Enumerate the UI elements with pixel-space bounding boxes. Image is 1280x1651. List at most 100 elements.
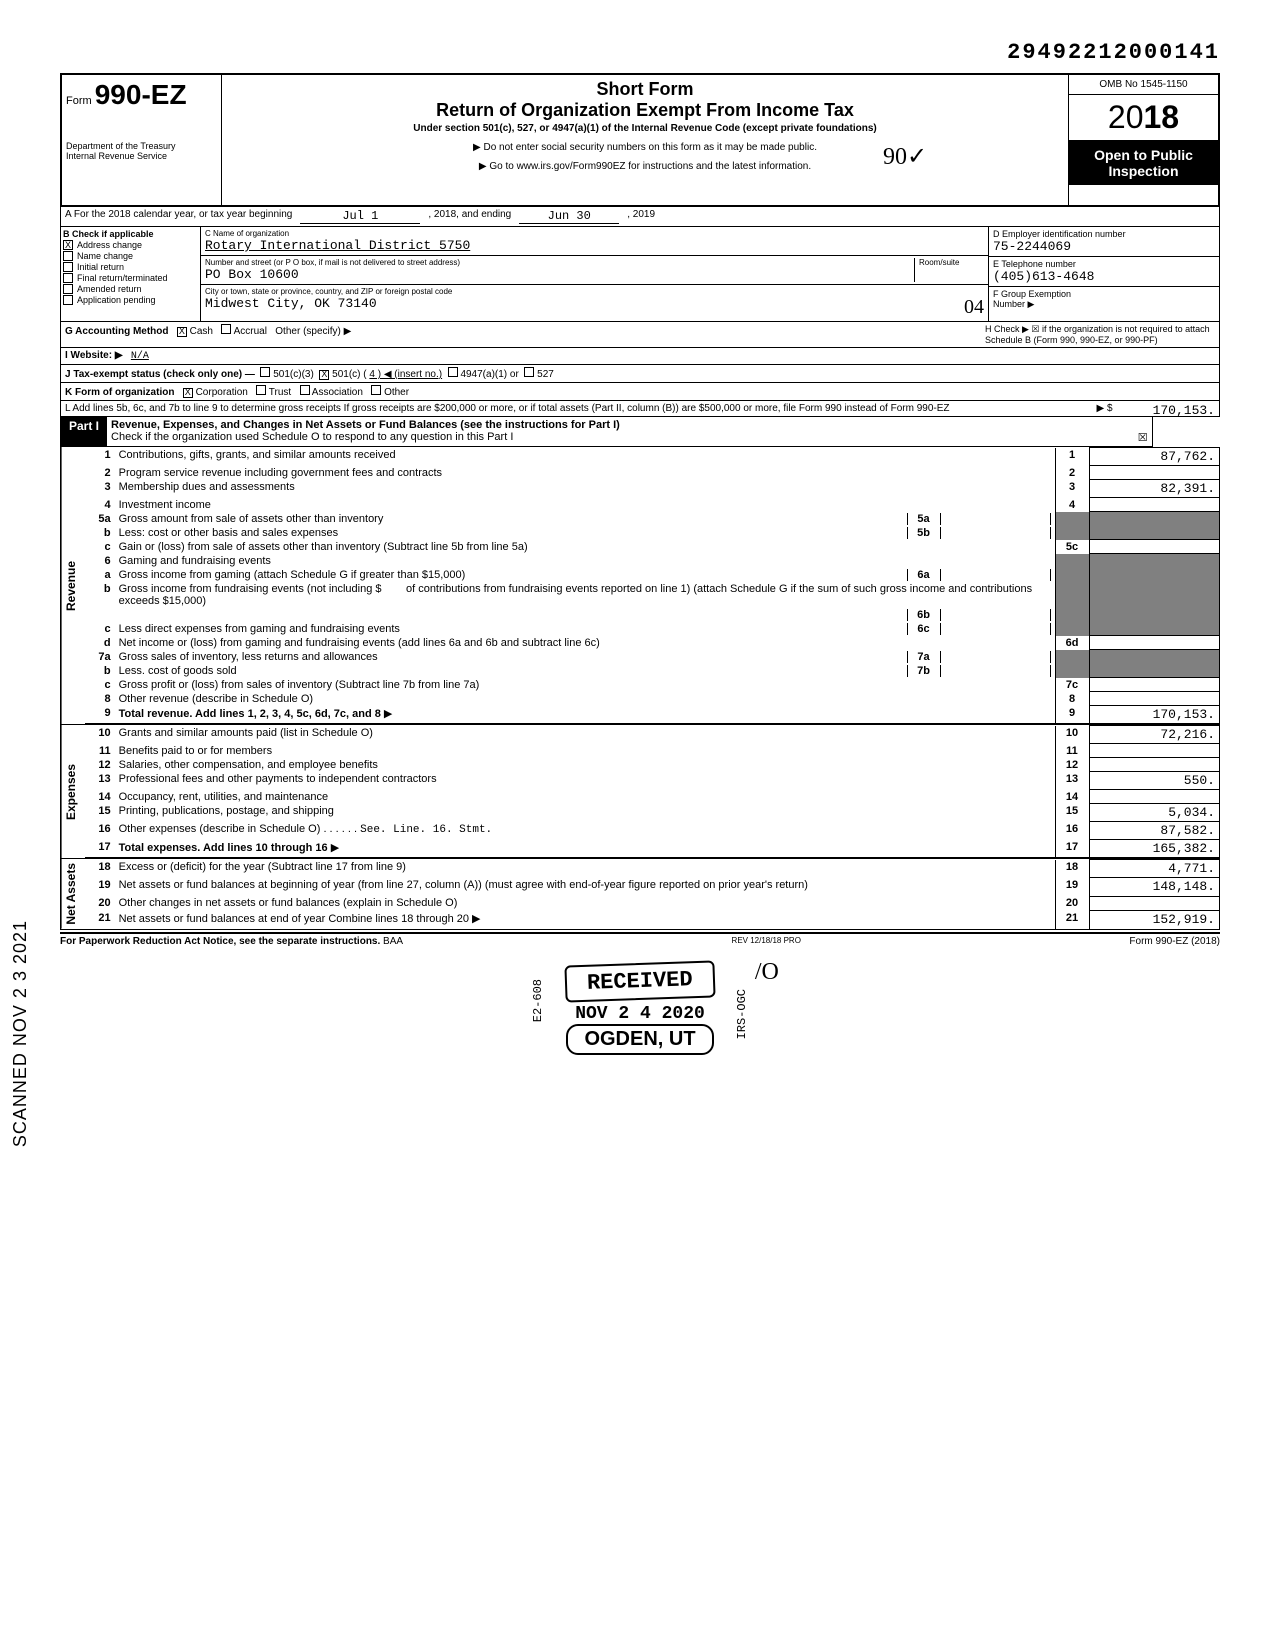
warn-ssn: ▶ Do not enter social security numbers o… <box>230 142 1060 153</box>
section-bcd: B Check if applicable X Address change Na… <box>60 227 1220 322</box>
row-k: K Form of organization X Corporation Tru… <box>60 383 1220 401</box>
g-cash: Cash <box>190 326 213 337</box>
j-501c: 501(c) ( <box>332 369 366 380</box>
form-title: Return of Organization Exempt From Incom… <box>230 100 1060 121</box>
line5b-desc: Less: cost or other basis and sales expe… <box>119 527 907 539</box>
line7a-desc: Gross sales of inventory, less returns a… <box>119 651 907 663</box>
line20-desc: Other changes in net assets or fund bala… <box>119 897 458 909</box>
row-j: J Tax-exempt status (check only one) — 5… <box>60 365 1220 383</box>
checkbox-initial-return[interactable] <box>63 262 73 272</box>
i-label: I Website: ▶ <box>65 350 123 361</box>
label-address-change: Address change <box>77 240 142 250</box>
row-l: L Add lines 5b, 6c, and 7b to line 9 to … <box>60 401 1220 417</box>
line6c-desc: Less direct expenses from gaming and fun… <box>119 623 907 635</box>
checkbox-501c[interactable]: X <box>319 370 329 380</box>
line10-amount: 72,216. <box>1089 726 1219 744</box>
date-stamp: NOV 2 4 2020 <box>561 1004 719 1024</box>
j-501c3: 501(c)(3) <box>273 369 314 380</box>
col-d: D Employer identification number 75-2244… <box>989 227 1219 321</box>
line7b-desc: Less. cost of goods sold <box>119 665 907 677</box>
g-label: G Accounting Method <box>65 326 169 337</box>
omb-number: OMB No 1545-1150 <box>1069 75 1218 95</box>
form-subtitle: Under section 501(c), 527, or 4947(a)(1)… <box>230 123 1060 134</box>
checkbox-name-change[interactable] <box>63 251 73 261</box>
net-assets-section: Net Assets 18Excess or (deficit) for the… <box>60 859 1220 930</box>
checkbox-4947[interactable] <box>448 367 458 377</box>
checkbox-final-return[interactable] <box>63 273 73 283</box>
line16-extra: See. Line. 16. Stmt. <box>360 824 492 836</box>
checkbox-527[interactable] <box>524 367 534 377</box>
row-l-arrow: ▶ $ <box>1097 403 1113 414</box>
received-stamp: RECEIVED <box>565 960 716 1002</box>
part1-header-row: Part I Revenue, Expenses, and Changes in… <box>60 417 1153 447</box>
expenses-side-label: Expenses <box>61 725 85 858</box>
ein-label: D Employer identification number <box>993 229 1215 239</box>
line20-amount <box>1089 896 1219 910</box>
line1-amount: 87,762. <box>1089 448 1219 466</box>
line3-amount: 82,391. <box>1089 480 1219 498</box>
line18-amount: 4,771. <box>1089 860 1219 878</box>
open-public: Open to Public Inspection <box>1069 141 1218 185</box>
line9-desc: Total revenue. Add lines 1, 2, 3, 4, 5c,… <box>119 708 381 720</box>
org-name: Rotary International District 5750 <box>205 238 984 253</box>
tax-year-begin: Jul 1 <box>300 209 420 224</box>
j-insert: 4 ) ◀ (insert no.) <box>369 369 442 380</box>
line1-desc: Contributions, gifts, grants, and simila… <box>119 449 396 461</box>
line3-desc: Membership dues and assessments <box>119 481 295 493</box>
checkbox-application-pending[interactable] <box>63 295 73 305</box>
checkbox-corp[interactable]: X <box>183 388 193 398</box>
year-suffix: 18 <box>1144 99 1180 135</box>
checkbox-cash[interactable]: X <box>177 327 187 337</box>
k-corp: Corporation <box>196 387 248 398</box>
checkbox-trust[interactable] <box>256 385 266 395</box>
line13-amount: 550. <box>1089 772 1219 790</box>
line6d-amount <box>1089 636 1219 650</box>
ogden-stamp: OGDEN, UT <box>566 1024 713 1055</box>
j-4947: 4947(a)(1) or <box>460 369 518 380</box>
stamps-area: E2-608 RECEIVED /O NOV 2 4 2020 IRS-OGC … <box>60 959 1220 1055</box>
short-form-label: Short Form <box>230 79 1060 100</box>
part1-check-text: Check if the organization used Schedule … <box>111 431 513 443</box>
line9-amount: 170,153. <box>1089 706 1219 724</box>
form-header: Form 990-EZ Department of the Treasury I… <box>60 73 1220 207</box>
line2-amount <box>1089 466 1219 480</box>
addr-value: PO Box 10600 <box>205 267 914 282</box>
handwrite-04: 04 <box>964 296 984 319</box>
netassets-side-label: Net Assets <box>61 859 85 929</box>
dept-treasury: Department of the Treasury <box>66 141 217 151</box>
checkbox-accrual[interactable] <box>221 324 231 334</box>
label-final-return: Final return/terminated <box>77 273 168 283</box>
addr-label: Number and street (or P O box, if mail i… <box>205 258 914 267</box>
line12-desc: Salaries, other compensation, and employ… <box>119 759 378 771</box>
irs-label: Internal Revenue Service <box>66 151 217 161</box>
group-label2: Number ▶ <box>993 299 1215 310</box>
col-c: C Name of organization Rotary Internatio… <box>201 227 989 321</box>
line8-desc: Other revenue (describe in Schedule O) <box>119 693 313 705</box>
checkbox-amended[interactable] <box>63 284 73 294</box>
footer-rev: REV 12/18/18 PRO <box>732 936 801 947</box>
label-amended: Amended return <box>77 284 142 294</box>
g-other: Other (specify) ▶ <box>275 326 351 337</box>
col-b-label: B Check if applicable <box>63 229 198 239</box>
expenses-section: Expenses 10Grants and similar amounts pa… <box>60 725 1220 859</box>
j-527: 527 <box>537 369 554 380</box>
line15-amount: 5,034. <box>1089 804 1219 822</box>
checkbox-501c3[interactable] <box>260 367 270 377</box>
ein-value: 75-2244069 <box>993 239 1215 254</box>
line6a-desc: Gross income from gaming (attach Schedul… <box>119 569 907 581</box>
checkbox-assoc[interactable] <box>300 385 310 395</box>
k-assoc: Association <box>312 387 363 398</box>
line17-amount: 165,382. <box>1089 840 1219 858</box>
tel-value: (405)613-4648 <box>993 269 1215 284</box>
checkbox-other-org[interactable] <box>371 385 381 395</box>
part1-checked: ☒ <box>1138 431 1148 444</box>
line21-desc: Net assets or fund balances at end of ye… <box>119 913 469 925</box>
label-name-change: Name change <box>77 251 133 261</box>
g-accrual: Accrual <box>234 326 267 337</box>
line14-amount <box>1089 790 1219 804</box>
footer-baa: BAA <box>383 936 403 947</box>
revenue-side-label: Revenue <box>61 447 85 724</box>
city-value: Midwest City, OK 73140 <box>205 296 377 319</box>
scanned-stamp: SCANNED NOV 2 3 2021 <box>10 920 31 1147</box>
checkbox-address-change[interactable]: X <box>63 240 73 250</box>
